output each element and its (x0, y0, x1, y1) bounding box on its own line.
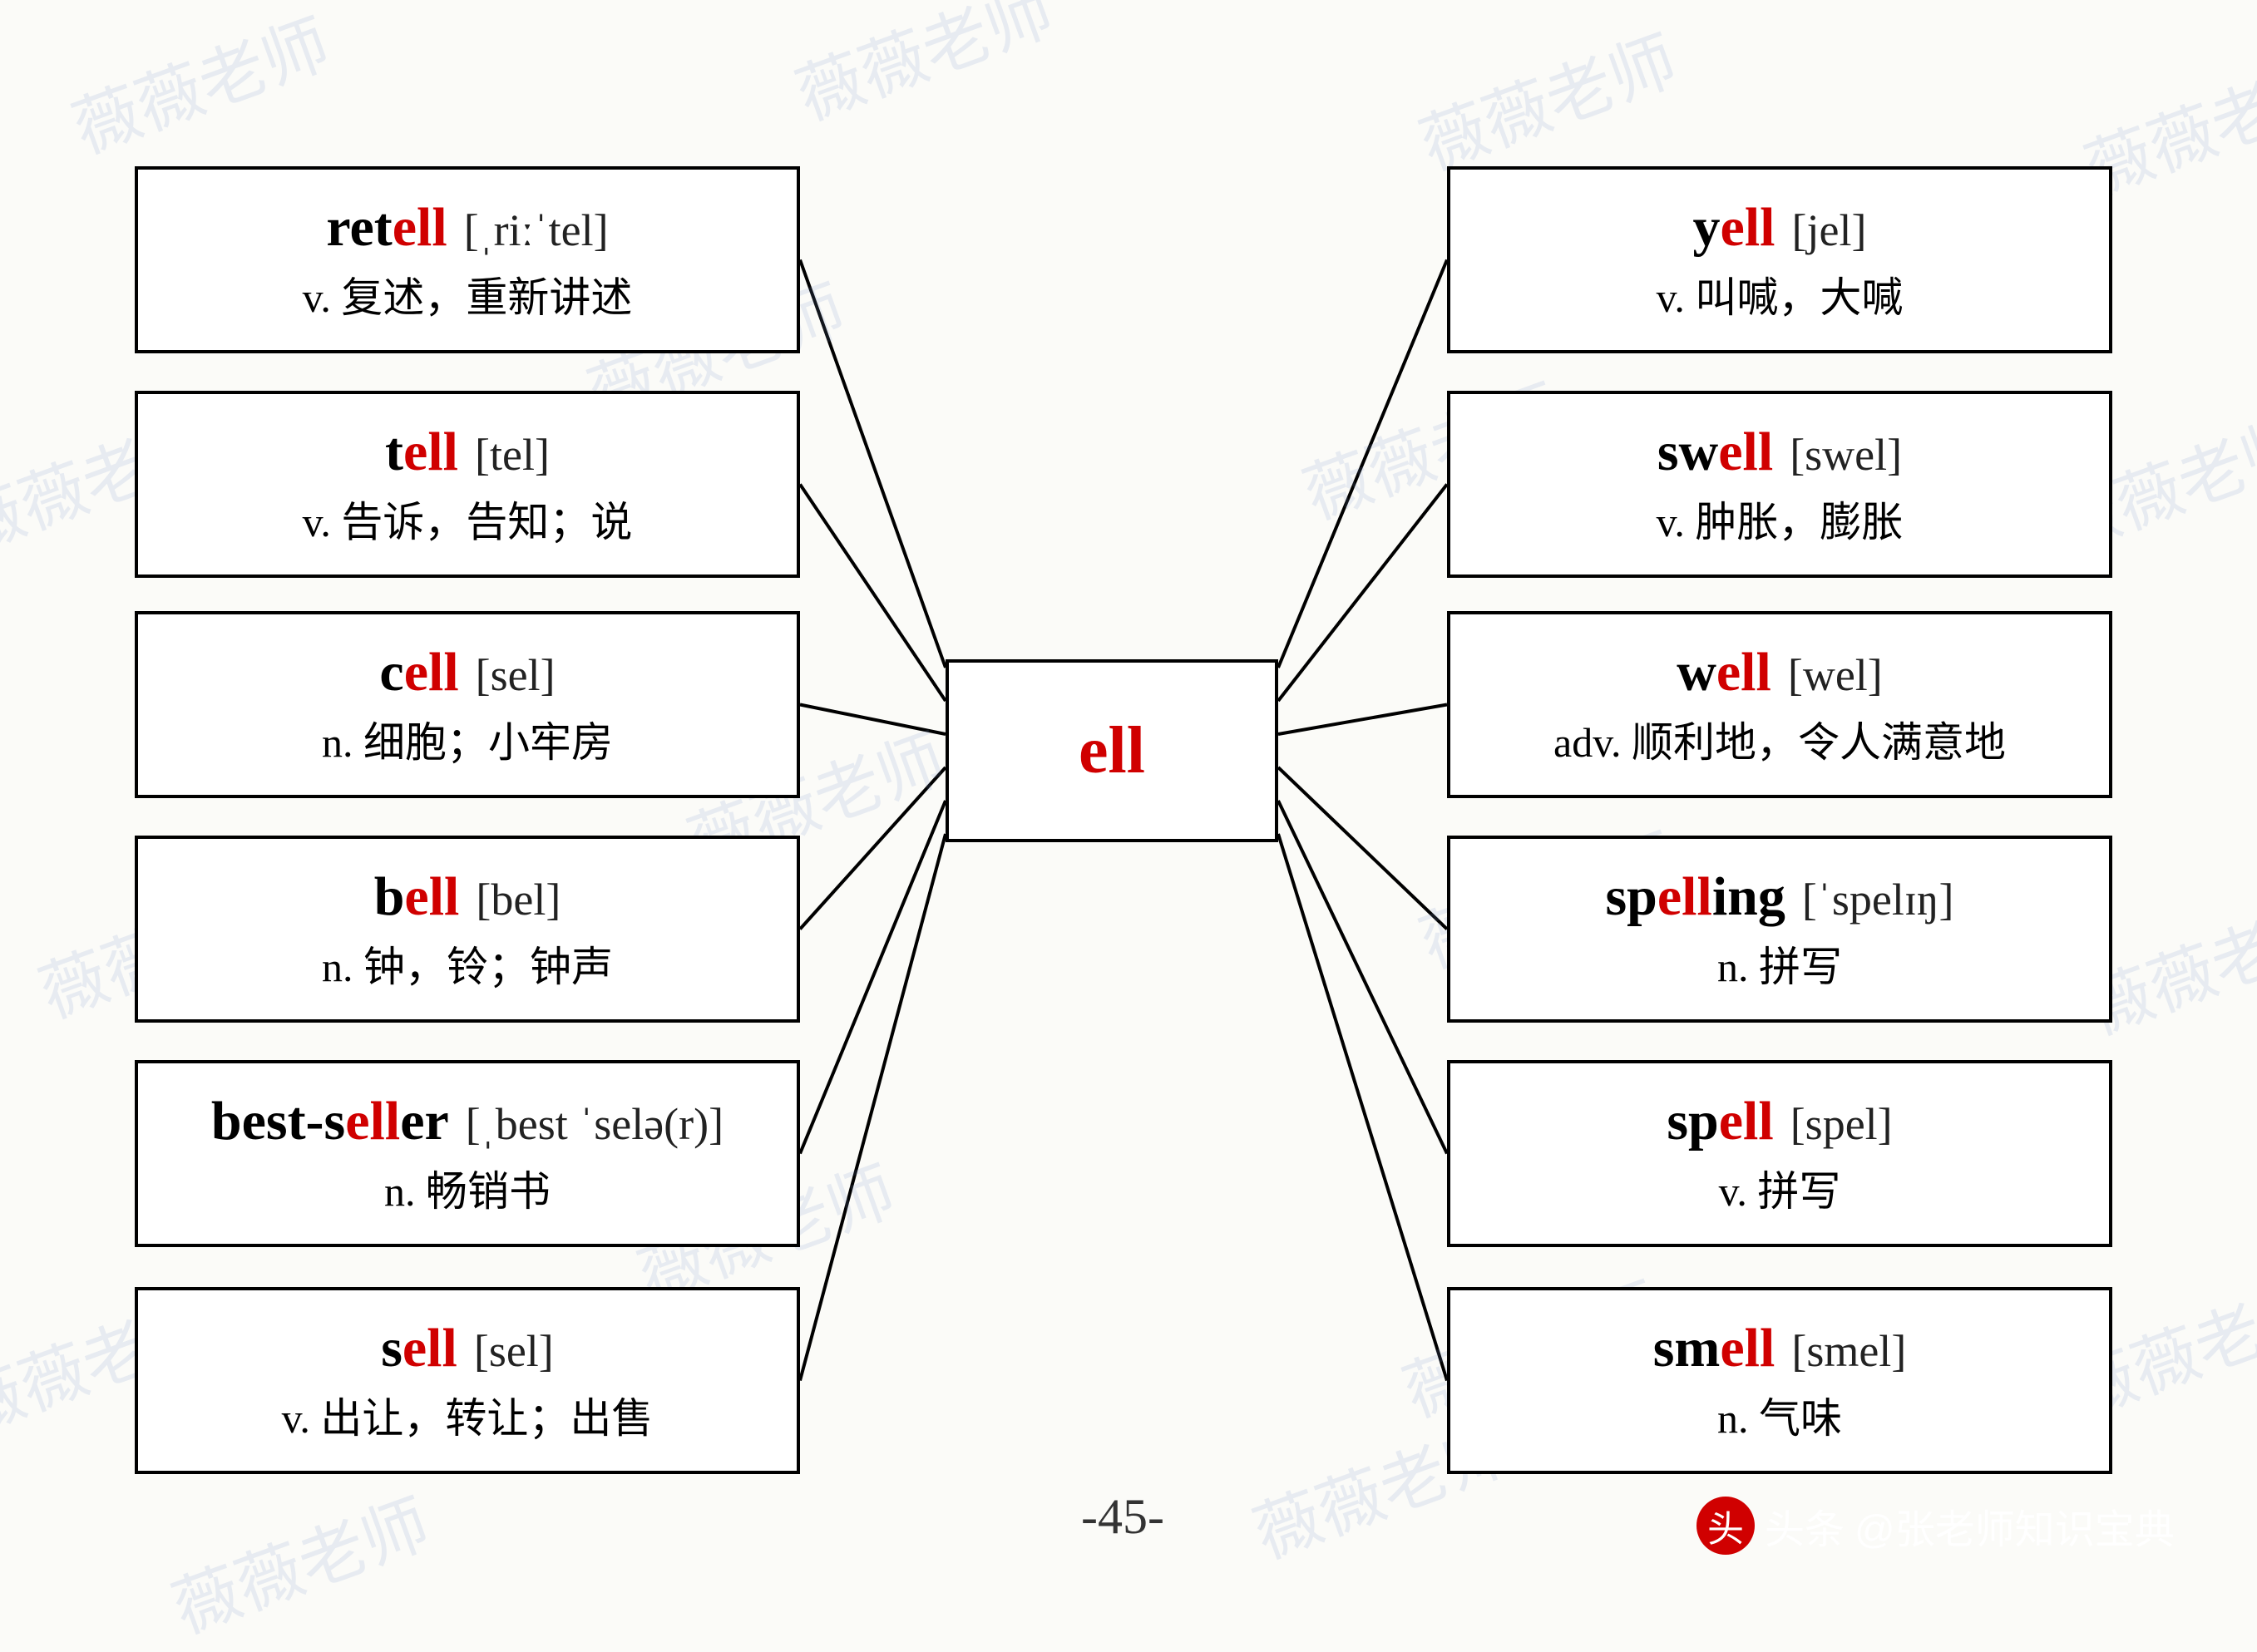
word-box-well: well [wel] adv. 顺利地，令人满意地 (1447, 611, 2112, 798)
word-line: well [wel] (1677, 641, 1883, 704)
word-prefix: y (1693, 196, 1721, 259)
phonetic: [wel] (1788, 649, 1883, 701)
definition: v. 告诉，告知；说 (303, 489, 633, 549)
center-root-box: ell (946, 659, 1278, 842)
definition: n. 畅销书 (384, 1158, 551, 1218)
phonetic: [sel] (474, 1325, 554, 1377)
phonetic: [ˈspelɪŋ] (1802, 874, 1954, 925)
footer-handle: @张老师知识宝典 (1854, 1497, 2175, 1555)
word-box-sell: sell [sel] v. 出让，转让；出售 (135, 1287, 800, 1474)
word-prefix: ret (326, 196, 392, 259)
word-box-spelling: spelling [ˈspelɪŋ] n. 拼写 (1447, 836, 2112, 1023)
word-line: cell [sel] (379, 641, 555, 704)
word-root-highlight: ell (1657, 865, 1712, 929)
word-line: tell [tel] (385, 421, 550, 484)
word-root-highlight: ell (1716, 641, 1771, 704)
word-box-smell: smell [smel] n. 气味 (1447, 1287, 2112, 1474)
phonetic: [ˌriːˈtel] (464, 205, 609, 256)
definition: n. 拼写 (1717, 934, 1842, 994)
toutiao-logo-icon: 头 (1696, 1497, 1755, 1555)
definition: n. 细胞；小牢房 (322, 709, 613, 769)
word-root-highlight: ell (1719, 1090, 1774, 1153)
definition: n. 气味 (1717, 1385, 1842, 1445)
phonetic: [spel] (1790, 1098, 1893, 1150)
word-root-highlight: ell (345, 1090, 400, 1153)
phonetic: [swel] (1790, 429, 1902, 481)
word-box-tell: tell [tel] v. 告诉，告知；说 (135, 391, 800, 578)
word-root-highlight: ell (403, 421, 458, 484)
word-prefix: t (385, 421, 403, 484)
definition: adv. 顺利地，令人满意地 (1553, 709, 2006, 769)
word-prefix: best-s (211, 1090, 345, 1153)
word-box-best-seller: best-seller [ˌbest ˈselə(r)] n. 畅销书 (135, 1060, 800, 1247)
word-line: best-seller [ˌbest ˈselə(r)] (211, 1090, 724, 1153)
phonetic: [tel] (475, 429, 550, 481)
word-root-highlight: ell (403, 1317, 457, 1380)
word-prefix: sw (1657, 421, 1718, 484)
phonetic: [ˌbest ˈselə(r)] (466, 1098, 724, 1150)
word-box-cell: cell [sel] n. 细胞；小牢房 (135, 611, 800, 798)
phonetic: [bel] (476, 874, 561, 925)
definition: v. 叫喊，大喊 (1657, 264, 1904, 324)
word-root-highlight: ell (1721, 196, 1775, 259)
word-root-highlight: ell (1720, 1317, 1775, 1380)
word-line: smell [smel] (1653, 1317, 1907, 1380)
word-root-highlight: ell (393, 196, 447, 259)
word-root-highlight: ell (404, 865, 459, 929)
word-box-retell: retell [ˌriːˈtel] v. 复述，重新讲述 (135, 166, 800, 353)
phonetic: [smel] (1791, 1325, 1906, 1377)
definition: n. 钟，铃；钟声 (322, 934, 613, 994)
page-number: -45- (1081, 1488, 1164, 1546)
word-box-spell: spell [spel] v. 拼写 (1447, 1060, 2112, 1247)
word-line: sell [sel] (381, 1317, 554, 1380)
word-box-swell: swell [swel] v. 肿胀，膨胀 (1447, 391, 2112, 578)
word-line: spell [spel] (1667, 1090, 1892, 1153)
word-suffix: er (400, 1090, 449, 1153)
phonetic: [jel] (1792, 205, 1867, 256)
definition: v. 出让，转让；出售 (282, 1385, 654, 1445)
word-root-highlight: ell (404, 641, 459, 704)
word-prefix: sm (1653, 1317, 1721, 1380)
word-prefix: s (381, 1317, 403, 1380)
word-prefix: w (1677, 641, 1716, 704)
definition: v. 拼写 (1719, 1158, 1841, 1218)
phonetic: [sel] (476, 649, 556, 701)
word-prefix: b (374, 865, 405, 929)
definition: v. 复述，重新讲述 (303, 264, 633, 324)
word-prefix: sp (1667, 1090, 1718, 1153)
root-text: ell (1079, 713, 1145, 789)
word-suffix: ing (1712, 865, 1785, 929)
word-line: yell [jel] (1693, 196, 1867, 259)
watermark-text: 薇薇老师 (158, 1471, 441, 1652)
word-line: retell [ˌriːˈtel] (326, 196, 608, 259)
watermark-text: 薇薇老师 (782, 0, 1064, 139)
word-root-highlight: ell (1718, 421, 1773, 484)
word-line: bell [bel] (374, 865, 561, 929)
word-box-yell: yell [jel] v. 叫喊，大喊 (1447, 166, 2112, 353)
footer-credit: 头 头条 @张老师知识宝典 (1696, 1497, 2175, 1555)
definition: v. 肿胀，膨胀 (1657, 489, 1904, 549)
word-box-bell: bell [bel] n. 钟，铃；钟声 (135, 836, 800, 1023)
watermark-text: 薇薇老师 (58, 0, 341, 172)
word-prefix: sp (1605, 865, 1657, 929)
watermark-text: 薇薇老师 (1405, 7, 1688, 189)
word-line: swell [swel] (1657, 421, 1902, 484)
word-prefix: c (379, 641, 403, 704)
footer-prefix: 头条 (1765, 1497, 1845, 1555)
word-line: spelling [ˈspelɪŋ] (1605, 865, 1953, 929)
